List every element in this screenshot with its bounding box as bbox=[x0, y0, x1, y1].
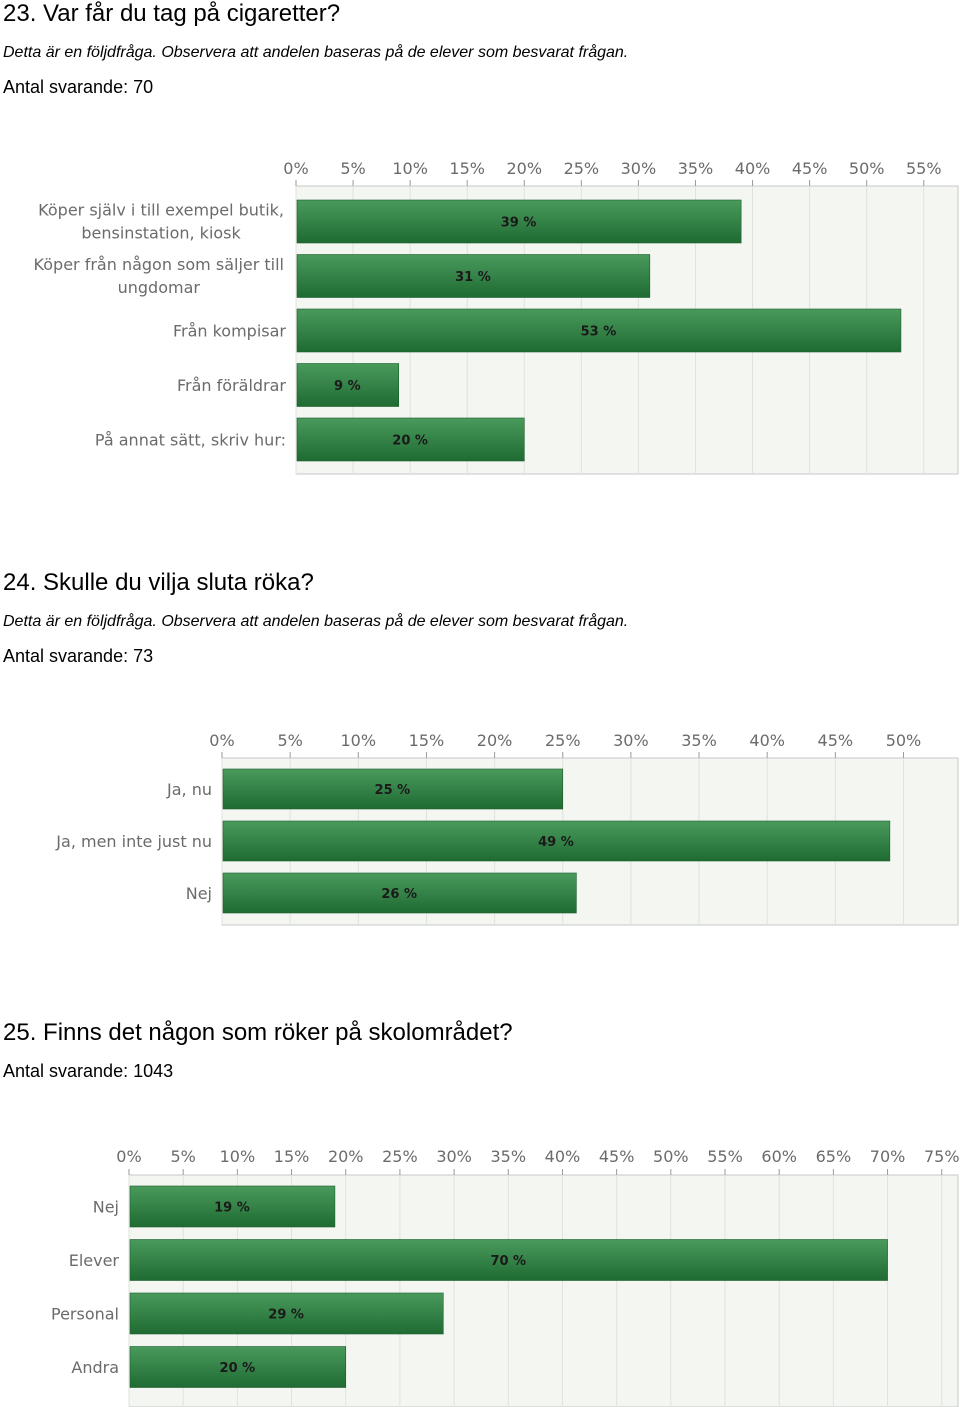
question-23-bar-chart: 0% 5% 10% 15% 20% 25% 30% 35% 40% 45% 50% 55% 39 % Kö… bbox=[34, 159, 959, 475]
x-tick-label: 0% bbox=[283, 159, 308, 178]
x-tick-label: 40% bbox=[735, 159, 771, 178]
x-tick-label: 5% bbox=[340, 159, 365, 178]
bar-value-label: 70 % bbox=[490, 1254, 526, 1269]
category-label: Nej bbox=[186, 884, 212, 903]
x-tick-label: 65% bbox=[816, 1147, 852, 1166]
x-tick-label: 70% bbox=[870, 1147, 906, 1166]
bar bbox=[296, 308, 902, 353]
x-tick-label: 5% bbox=[277, 731, 302, 750]
category-label: bensinstation, kiosk bbox=[81, 224, 241, 243]
x-tick-label: 55% bbox=[906, 159, 942, 178]
x-tick-label: 75% bbox=[924, 1147, 960, 1166]
category-label: Personal bbox=[51, 1305, 119, 1324]
x-tick-label: 25% bbox=[382, 1147, 418, 1166]
category-label: På annat sätt, skriv hur: bbox=[95, 431, 286, 450]
x-tick-label: 30% bbox=[621, 159, 657, 178]
category-label: Ja, nu bbox=[166, 780, 212, 799]
category-label: Nej bbox=[93, 1198, 119, 1217]
category-label: Elever bbox=[69, 1251, 120, 1270]
question-24-title: 24. Skulle du vilja sluta röka? bbox=[3, 569, 314, 596]
question-23-note: Detta är en följdfråga. Observera att an… bbox=[3, 44, 629, 61]
question-24-bar-chart: 0% 5% 10% 15% 20% 25% 30% 35% 40% 45% 50% 25 % Ja, n… bbox=[55, 731, 959, 926]
bar bbox=[296, 199, 742, 244]
bar bbox=[222, 768, 564, 810]
x-tick-label: 25% bbox=[545, 731, 581, 750]
category-label: Från kompisar bbox=[173, 322, 286, 341]
bar bbox=[296, 254, 651, 298]
x-tick-label: 45% bbox=[792, 159, 828, 178]
x-tick-label: 50% bbox=[849, 159, 885, 178]
bar bbox=[129, 1292, 444, 1335]
x-tick-label: 15% bbox=[449, 159, 485, 178]
bar-value-label: 19 % bbox=[214, 1201, 250, 1216]
bar bbox=[129, 1185, 336, 1228]
bar bbox=[129, 1239, 888, 1281]
bar-value-label: 31 % bbox=[455, 270, 491, 285]
x-tick-label: 20% bbox=[506, 159, 542, 178]
x-tick-label: 30% bbox=[436, 1147, 472, 1166]
x-tick-label: 60% bbox=[761, 1147, 797, 1166]
x-tick-label: 0% bbox=[116, 1147, 141, 1166]
bar-value-label: 9 % bbox=[334, 379, 361, 394]
bar-value-label: 26 % bbox=[381, 887, 417, 902]
question-25-title: 25. Finns det någon som röker på skolomr… bbox=[3, 1019, 513, 1046]
x-tick-label: 30% bbox=[613, 731, 649, 750]
x-tick-label: 35% bbox=[490, 1147, 526, 1166]
bar bbox=[222, 820, 891, 862]
x-tick-label: 0% bbox=[209, 731, 234, 750]
bar-value-label: 25 % bbox=[375, 783, 411, 798]
x-tick-label: 50% bbox=[653, 1147, 689, 1166]
bar-value-label: 20 % bbox=[392, 434, 428, 449]
x-tick-label: 5% bbox=[170, 1147, 195, 1166]
category-label: Ja, men inte just nu bbox=[55, 832, 212, 851]
x-tick-label: 15% bbox=[409, 731, 445, 750]
category-label: Andra bbox=[71, 1358, 119, 1377]
x-tick-label: 45% bbox=[599, 1147, 635, 1166]
question-25-respondent-count: Antal svarande: 1043 bbox=[3, 1061, 174, 1081]
bar bbox=[129, 1346, 347, 1388]
category-label: Från föräldrar bbox=[177, 376, 286, 395]
category-label: ungdomar bbox=[118, 278, 201, 297]
bar-value-label: 39 % bbox=[501, 216, 537, 231]
x-tick-label: 20% bbox=[328, 1147, 364, 1166]
bar-value-label: 49 % bbox=[538, 835, 574, 850]
bar bbox=[222, 872, 577, 914]
x-tick-label: 55% bbox=[707, 1147, 743, 1166]
x-tick-label: 25% bbox=[564, 159, 600, 178]
bar-value-label: 29 % bbox=[268, 1308, 304, 1323]
x-tick-label: 15% bbox=[274, 1147, 310, 1166]
question-24-note: Detta är en följdfråga. Observera att an… bbox=[3, 613, 629, 630]
question-25-bar-chart: 0% 5% 10% 15% 20% 25% 30% 35% 40% 45% 50% 55% 60% 65%… bbox=[51, 1147, 960, 1407]
bar bbox=[296, 363, 400, 407]
x-tick-label: 50% bbox=[886, 731, 922, 750]
category-label: Köper själv i till exempel butik, bbox=[38, 201, 284, 220]
x-tick-label: 40% bbox=[749, 731, 785, 750]
x-tick-label: 45% bbox=[818, 731, 854, 750]
x-tick-label: 35% bbox=[681, 731, 717, 750]
question-23-title: 23. Var får du tag på cigaretter? bbox=[3, 0, 341, 27]
question-23-respondent-count: Antal svarande: 70 bbox=[3, 77, 154, 97]
x-tick-label: 10% bbox=[392, 159, 428, 178]
x-tick-label: 35% bbox=[678, 159, 714, 178]
x-tick-label: 10% bbox=[341, 731, 377, 750]
question-24-respondent-count: Antal svarande: 73 bbox=[3, 646, 154, 666]
bar-value-label: 53 % bbox=[581, 325, 617, 340]
bar bbox=[296, 417, 525, 462]
x-tick-label: 20% bbox=[477, 731, 513, 750]
category-label: Köper från någon som säljer till bbox=[34, 255, 284, 274]
bar-value-label: 20 % bbox=[220, 1361, 256, 1376]
x-tick-label: 10% bbox=[220, 1147, 256, 1166]
x-tick-label: 40% bbox=[545, 1147, 581, 1166]
